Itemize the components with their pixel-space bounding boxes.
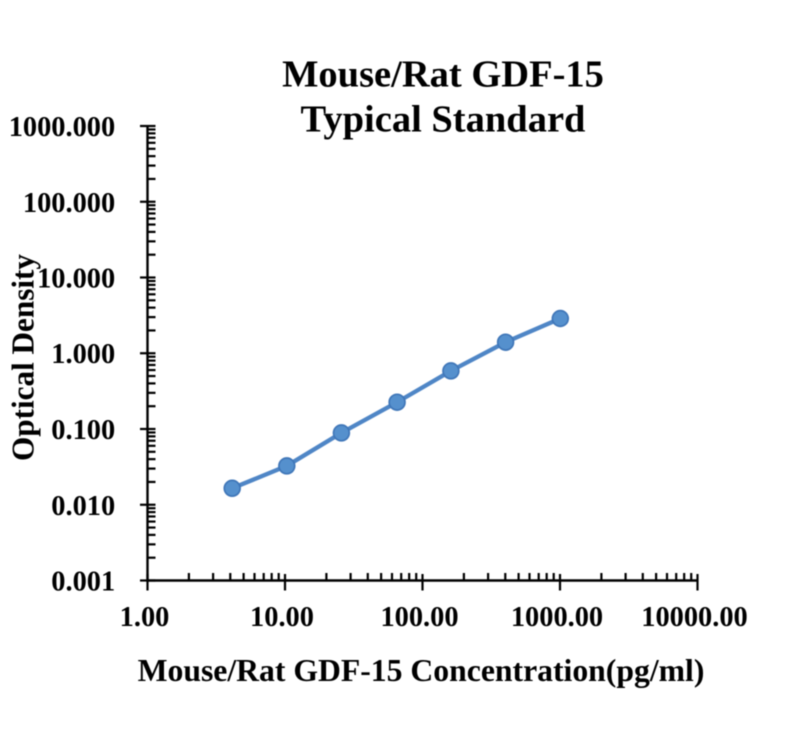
svg-text:Mouse/Rat GDF-15 Concentration: Mouse/Rat GDF-15 Concentration(pg/ml) bbox=[138, 653, 705, 688]
svg-text:1.00: 1.00 bbox=[120, 602, 170, 633]
svg-text:100.00: 100.00 bbox=[380, 602, 458, 633]
svg-text:10.00: 10.00 bbox=[250, 602, 314, 633]
svg-text:0.010: 0.010 bbox=[51, 491, 115, 522]
svg-text:1.000: 1.000 bbox=[51, 339, 115, 370]
svg-text:10.000: 10.000 bbox=[37, 264, 115, 295]
svg-text:Typical Standard: Typical Standard bbox=[301, 98, 586, 140]
svg-text:Mouse/Rat GDF-15: Mouse/Rat GDF-15 bbox=[282, 53, 604, 95]
svg-text:0.100: 0.100 bbox=[51, 415, 115, 446]
svg-text:10000.00: 10000.00 bbox=[641, 602, 747, 633]
svg-text:0.001: 0.001 bbox=[51, 567, 115, 598]
svg-text:1000.000: 1000.000 bbox=[9, 112, 115, 143]
svg-text:Optical Density: Optical Density bbox=[6, 254, 41, 461]
svg-text:100.000: 100.000 bbox=[23, 188, 115, 219]
svg-text:1000.00: 1000.00 bbox=[511, 602, 603, 633]
